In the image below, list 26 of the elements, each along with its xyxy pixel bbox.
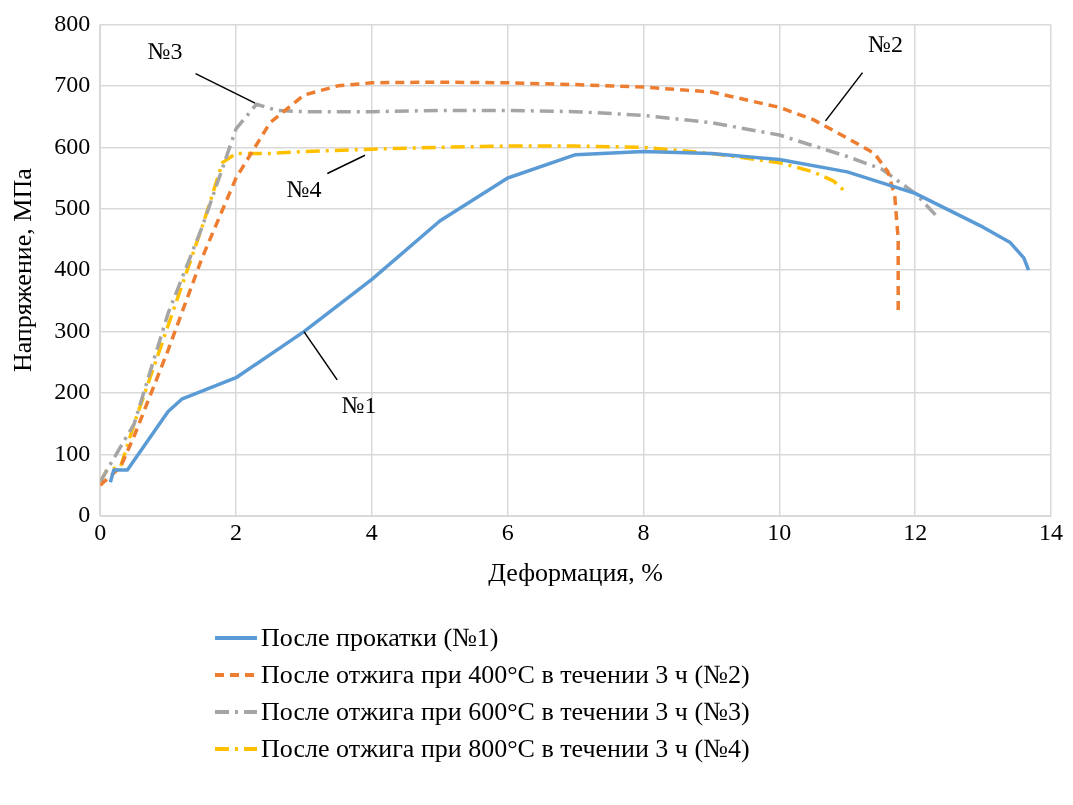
annotation: №4 (286, 175, 322, 202)
y-tick-label: 600 (54, 132, 91, 159)
y-tick-label: 0 (78, 501, 91, 528)
y-tick-label: 200 (54, 378, 91, 405)
x-tick-label: 2 (230, 518, 243, 545)
x-tick-label: 6 (501, 518, 514, 545)
y-tick-label: 400 (54, 255, 91, 282)
legend-label: После отжига при 800°C в течении 3 ч (№4) (261, 733, 750, 764)
annotation: №2 (868, 31, 903, 58)
x-tick-label: 10 (767, 518, 792, 545)
y-tick-label: 500 (54, 194, 91, 221)
x-tick-label: 8 (637, 518, 650, 545)
annotation: №3 (147, 38, 183, 65)
x-tick-label: 12 (903, 518, 928, 545)
legend-label: После прокатки (№1) (261, 622, 499, 653)
annotation: №1 (341, 391, 377, 418)
legend-label: После отжига при 600°C в течении 3 ч (№3) (261, 696, 750, 727)
y-tick-label: 700 (54, 71, 91, 98)
y-tick-label: 800 (54, 9, 91, 36)
y-tick-label: 300 (54, 316, 91, 343)
legend-label: После отжига при 400°C в течении 3 ч (№2) (261, 659, 750, 690)
x-tick-label: 4 (365, 518, 378, 545)
x-tick-label: 14 (1039, 518, 1063, 545)
x-axis-title: Деформация, % (488, 558, 663, 588)
y-tick-label: 100 (54, 439, 91, 466)
y-axis-title: Напряжение, МПа (8, 167, 38, 373)
